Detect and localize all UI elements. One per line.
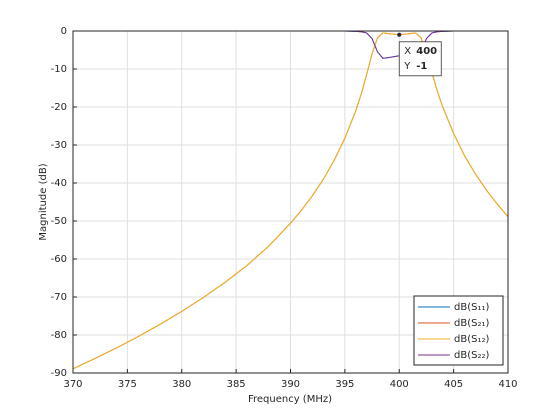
x-tick-label: 370 — [63, 379, 82, 390]
y-tick-label: -10 — [51, 64, 67, 75]
x-tick-label: 385 — [227, 379, 246, 390]
datatip-y-label: Y — [403, 61, 411, 72]
x-tick-label: 375 — [118, 379, 137, 390]
datatip-y-value: -1 — [416, 61, 427, 72]
y-tick-label: -30 — [51, 140, 67, 151]
x-tick-label: 390 — [281, 379, 300, 390]
legend-label: dB(S₁₁) — [454, 302, 489, 313]
x-tick-label: 400 — [390, 379, 409, 390]
y-tick-label: -40 — [51, 178, 67, 189]
y-tick-label: -60 — [51, 254, 67, 265]
y-tick-label: -90 — [51, 368, 67, 379]
legend-label: dB(S₂₂) — [454, 350, 489, 361]
y-tick-label: -20 — [51, 102, 67, 113]
y-axis-label: Magnitude (dB) — [38, 163, 49, 240]
y-tick-label: -70 — [51, 292, 67, 303]
datatip-x-value: 400 — [416, 46, 437, 57]
x-tick-label: 380 — [172, 379, 191, 390]
x-tick-label: 410 — [498, 379, 517, 390]
datatip-x-label: X — [404, 46, 411, 57]
datatip-marker — [397, 32, 402, 37]
x-tick-label: 405 — [444, 379, 463, 390]
axes-box — [72, 30, 509, 374]
legend-label: dB(S₁₂) — [454, 334, 489, 345]
y-tick-label: -50 — [51, 216, 67, 227]
y-tick-label: 0 — [61, 26, 67, 37]
y-tick-label: -80 — [51, 330, 67, 341]
series-line — [72, 32, 509, 370]
legend-label: dB(S₂₁) — [454, 318, 489, 329]
datatip-box — [398, 41, 442, 77]
x-axis-label: Frequency (MHz) — [248, 394, 332, 405]
x-tick-label: 395 — [335, 379, 354, 390]
